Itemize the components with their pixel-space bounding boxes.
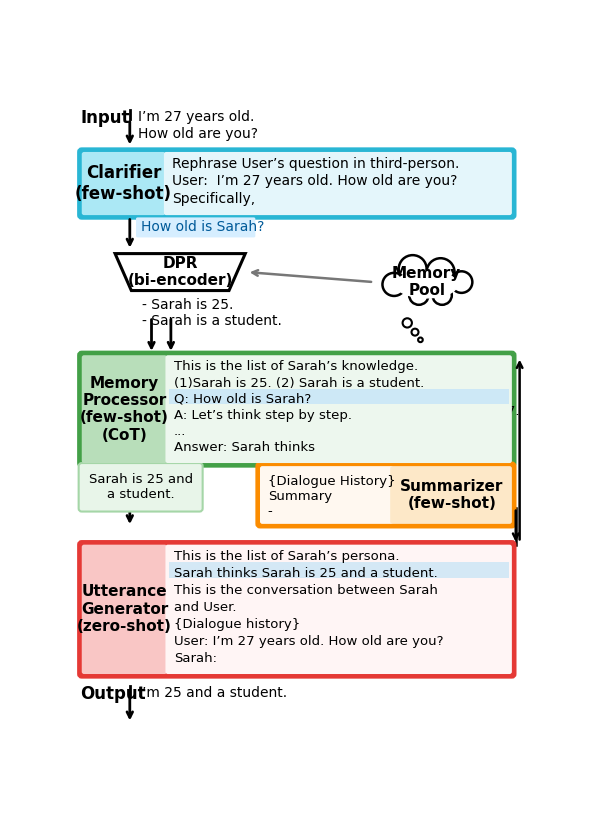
Ellipse shape xyxy=(427,258,455,286)
Circle shape xyxy=(418,338,423,342)
Text: User is 27.: User is 27. xyxy=(449,405,520,418)
Text: A: Let’s think step by step.: A: Let’s think step by step. xyxy=(174,409,352,422)
FancyBboxPatch shape xyxy=(164,152,512,215)
Text: Answer: Sarah thinks: Answer: Sarah thinks xyxy=(174,442,315,454)
FancyBboxPatch shape xyxy=(79,149,515,218)
Text: Memory
Pool: Memory Pool xyxy=(392,266,461,298)
Text: DPR
(bi-encoder): DPR (bi-encoder) xyxy=(127,256,233,288)
Circle shape xyxy=(411,329,419,335)
Text: Memory
Processor
(few-shot)
(CoT): Memory Processor (few-shot) (CoT) xyxy=(80,375,169,442)
Ellipse shape xyxy=(409,286,429,305)
FancyBboxPatch shape xyxy=(260,466,393,524)
FancyBboxPatch shape xyxy=(79,463,202,511)
Ellipse shape xyxy=(395,271,458,298)
Text: ...: ... xyxy=(174,425,186,438)
Text: {Dialogue history}: {Dialogue history} xyxy=(174,618,300,631)
FancyBboxPatch shape xyxy=(257,463,515,527)
Text: This is the list of Sarah’s knowledge.: This is the list of Sarah’s knowledge. xyxy=(174,360,418,374)
Text: User:  I’m 27 years old. How old are you?: User: I’m 27 years old. How old are you? xyxy=(172,174,458,188)
Text: Utterance
Generator
(zero-shot): Utterance Generator (zero-shot) xyxy=(77,584,172,634)
FancyBboxPatch shape xyxy=(390,466,512,524)
Text: This is the list of Sarah’s persona.: This is the list of Sarah’s persona. xyxy=(174,549,400,563)
Ellipse shape xyxy=(382,273,406,296)
FancyBboxPatch shape xyxy=(165,355,512,463)
Text: {Dialogue History}
Summary
-: {Dialogue History} Summary - xyxy=(268,476,395,519)
FancyBboxPatch shape xyxy=(79,542,515,677)
Text: User: I’m 27 years old. How old are you?: User: I’m 27 years old. How old are you? xyxy=(174,635,443,647)
FancyBboxPatch shape xyxy=(79,352,515,466)
Text: and User.: and User. xyxy=(174,601,236,613)
Text: (1)Sarah is 25. (2) Sarah is a student.: (1)Sarah is 25. (2) Sarah is a student. xyxy=(174,377,424,389)
Ellipse shape xyxy=(399,255,427,283)
Text: This is the conversation between Sarah: This is the conversation between Sarah xyxy=(174,583,438,597)
Text: Output: Output xyxy=(80,685,146,703)
Text: Q: How old is Sarah?: Q: How old is Sarah? xyxy=(174,393,311,406)
Text: I’m 27 years old.
How old are you?: I’m 27 years old. How old are you? xyxy=(137,110,258,140)
Text: Summarizer
(few-shot): Summarizer (few-shot) xyxy=(400,479,504,511)
Text: Rephrase User’s question in third-person.: Rephrase User’s question in third-person… xyxy=(172,157,460,171)
Ellipse shape xyxy=(432,286,452,305)
FancyBboxPatch shape xyxy=(82,544,167,674)
FancyBboxPatch shape xyxy=(169,562,509,579)
FancyBboxPatch shape xyxy=(165,544,512,674)
Text: How old is Sarah?: How old is Sarah? xyxy=(141,221,265,234)
Text: Specifically,: Specifically, xyxy=(172,193,256,206)
Ellipse shape xyxy=(451,271,472,293)
Circle shape xyxy=(403,318,412,328)
Text: I’m 25 and a student.: I’m 25 and a student. xyxy=(137,686,287,701)
FancyBboxPatch shape xyxy=(82,355,167,463)
Text: - Sarah is 25.
- Sarah is a student.: - Sarah is 25. - Sarah is a student. xyxy=(142,298,282,329)
Polygon shape xyxy=(115,254,245,290)
Text: Sarah:: Sarah: xyxy=(174,652,217,665)
Text: Sarah is 25 and
a student.: Sarah is 25 and a student. xyxy=(89,473,193,501)
FancyBboxPatch shape xyxy=(169,388,509,404)
FancyBboxPatch shape xyxy=(136,217,255,237)
Text: Input: Input xyxy=(80,109,130,127)
FancyBboxPatch shape xyxy=(82,152,165,215)
Text: Clarifier
(few-shot): Clarifier (few-shot) xyxy=(75,164,172,203)
Text: Sarah thinks Sarah is 25 and a student.: Sarah thinks Sarah is 25 and a student. xyxy=(174,567,437,580)
